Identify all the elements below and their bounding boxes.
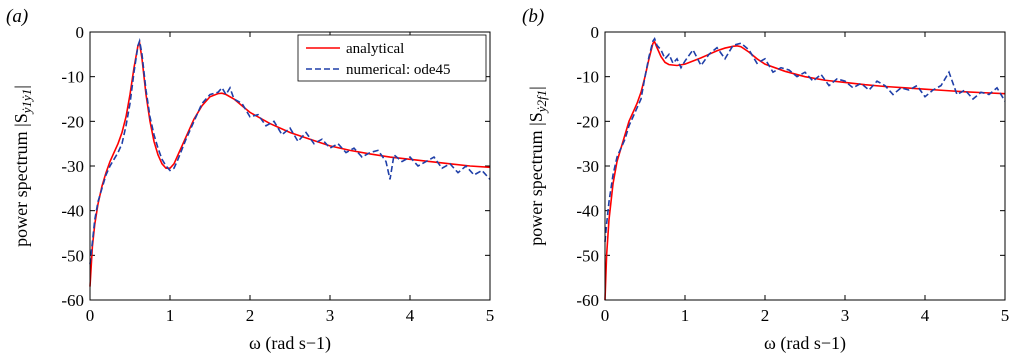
panel-b-series-numerical: [604, 36, 1006, 243]
panel-a-ylabel: power spectrum |Sẏ1ẏ1|: [11, 85, 34, 247]
panel-a-legend: analytical numerical: ode45: [297, 34, 487, 82]
panel-b-plot-frame: [604, 31, 1006, 301]
panel-b-ylabel: power spectrum |Sẏ2f1|: [526, 86, 549, 246]
y-tick-label: -20: [61, 112, 84, 131]
y-tick-label: 0: [591, 23, 600, 42]
panel-b-xlabel: ω (rad s−1): [764, 333, 846, 354]
y-tick-label: -30: [576, 157, 599, 176]
y-tick-label: -10: [61, 68, 84, 87]
x-tick-label: 3: [326, 306, 335, 325]
panel-b-label: (b): [522, 6, 544, 27]
x-tick-label: 2: [761, 306, 770, 325]
panel-b-y-tick-labels: -60 -50 -40 -30 -20 -10 0: [576, 23, 599, 310]
panel-b-series-analytical: [604, 40, 1006, 301]
y-tick-label: -10: [576, 68, 599, 87]
y-tick-label: -40: [61, 202, 84, 221]
legend-entry-numerical: numerical: ode45: [346, 62, 451, 78]
panel-a-xlabel: ω (rad s−1): [249, 333, 331, 354]
x-tick-label: 1: [681, 306, 690, 325]
x-tick-label: 0: [86, 306, 95, 325]
x-tick-label: 4: [921, 306, 930, 325]
x-tick-label: 0: [601, 306, 610, 325]
x-tick-label: 2: [246, 306, 255, 325]
panel-a-label: (a): [6, 6, 28, 27]
y-tick-label: -40: [576, 202, 599, 221]
y-tick-label: -30: [61, 157, 84, 176]
panel-a-y-tick-labels: -60 -50 -40 -30 -20 -10 0: [61, 23, 84, 310]
x-tick-label: 1: [166, 306, 175, 325]
panel-a-series-analytical: [89, 41, 491, 287]
y-tick-label: -60: [576, 291, 599, 310]
y-tick-label: -50: [576, 246, 599, 265]
x-tick-label: 4: [406, 306, 415, 325]
panel-a-plot-frame: [89, 31, 491, 301]
y-tick-label: 0: [76, 23, 85, 42]
panel-a-series-numerical: [89, 37, 491, 265]
x-tick-label: 5: [1001, 306, 1010, 325]
panel-b: (b) -60 -50 -40 -30 -20 -10 0 0 1 2 3 4 5 power spe…: [522, 6, 1009, 354]
y-tick-label: -50: [61, 246, 84, 265]
y-tick-label: -20: [576, 112, 599, 131]
x-tick-label: 3: [841, 306, 850, 325]
legend-entry-analytical: analytical: [346, 41, 404, 57]
x-tick-label: 5: [486, 306, 495, 325]
panel-b-x-tick-labels: 0 1 2 3 4 5: [601, 306, 1010, 325]
panel-a: (a) -60 -50 -40 -30 -20 -10 0 0 1 2 3 4 5 analytica…: [6, 6, 494, 354]
y-tick-label: -60: [61, 291, 84, 310]
legend-box: [297, 34, 487, 82]
panel-a-x-tick-labels: 0 1 2 3 4 5: [86, 306, 495, 325]
